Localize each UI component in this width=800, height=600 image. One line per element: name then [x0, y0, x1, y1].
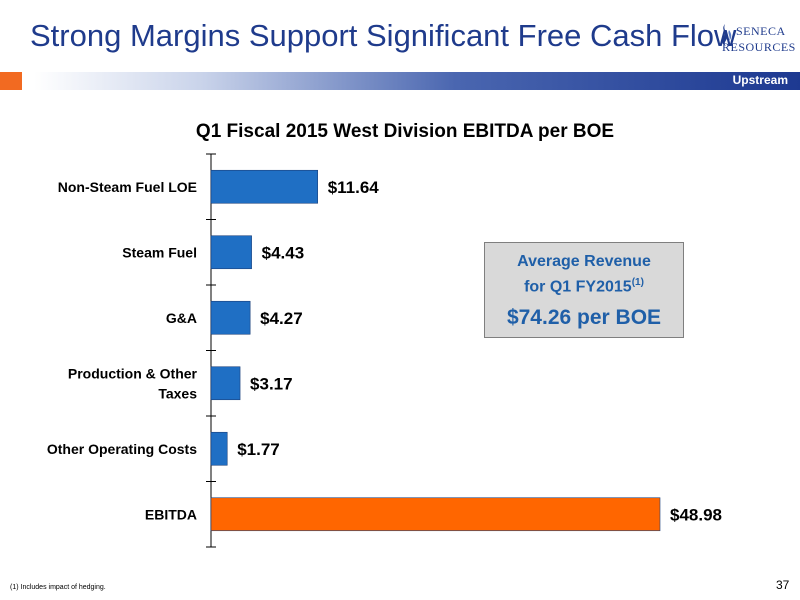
- flame-icon: [722, 24, 732, 46]
- value-label: $3.17: [250, 374, 293, 393]
- category-label: Production & Other: [68, 365, 198, 381]
- chart-title: Q1 Fiscal 2015 West Division EBITDA per …: [196, 121, 614, 142]
- callout-value: $74.26 per BOE: [506, 306, 662, 330]
- bar: [210, 366, 241, 401]
- slide-title: Strong Margins Support Significant Free …: [30, 18, 737, 53]
- average-revenue-callout: Average Revenue for Q1 FY2015(1) $74.26 …: [484, 242, 684, 338]
- category-label: G&A: [166, 310, 197, 326]
- category-label: Non-Steam Fuel LOE: [58, 179, 197, 195]
- logo-line2: RESOURCES: [722, 40, 796, 54]
- category-label: EBITDA: [145, 506, 197, 522]
- value-label: $48.98: [670, 505, 722, 524]
- footnote: (1) Includes impact of hedging.: [10, 584, 106, 591]
- logo-line1: SENECA: [736, 24, 786, 38]
- callout-line2: for Q1 FY2015(1): [485, 272, 683, 297]
- bar: [210, 169, 319, 204]
- category-label: Steam Fuel: [122, 244, 197, 260]
- header-band: Upstream: [34, 72, 800, 90]
- bar: [210, 300, 251, 335]
- value-label: $4.27: [260, 309, 303, 328]
- bar: [210, 431, 228, 466]
- value-label: $1.77: [237, 440, 280, 459]
- category-label: Other Operating Costs: [47, 441, 197, 457]
- section-label: Upstream: [732, 73, 788, 87]
- category-label: Taxes: [158, 385, 197, 401]
- orange-accent-tab: [0, 72, 22, 90]
- page-number: 37: [776, 578, 790, 592]
- bar: [210, 497, 661, 532]
- callout-line1: Average Revenue: [517, 253, 651, 270]
- bar: [210, 235, 252, 270]
- callout-footnote-ref: (1): [631, 277, 644, 288]
- callout-line2-text: for Q1 FY2015: [524, 278, 632, 296]
- value-label: $11.64: [328, 178, 380, 197]
- seneca-logo: SENECA RESOURCES: [712, 18, 796, 68]
- value-label: $4.43: [262, 243, 305, 262]
